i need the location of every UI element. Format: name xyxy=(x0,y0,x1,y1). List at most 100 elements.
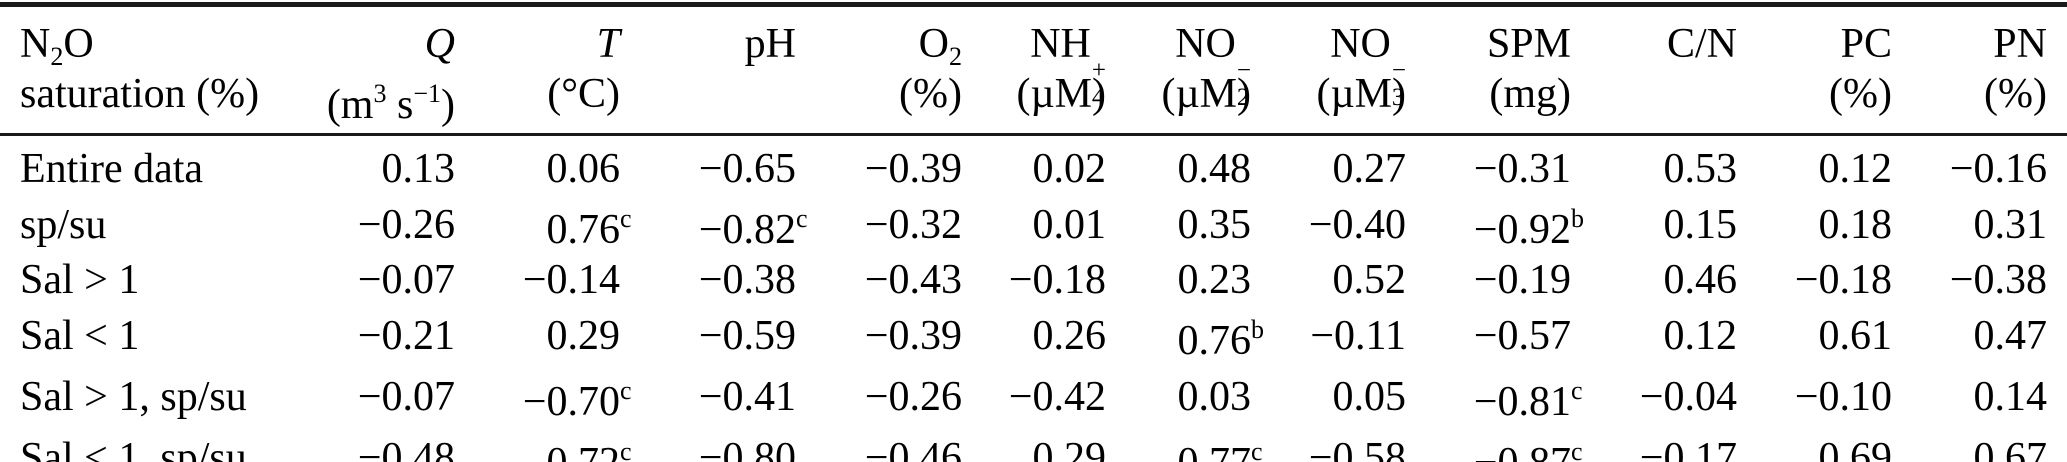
cell-c-n-ratio: 0.46 xyxy=(1663,257,1738,303)
cell-pn: −0.38 xyxy=(1949,257,2047,303)
cell-temperature-t: 0.06 xyxy=(546,146,621,192)
header-line2: (mg) xyxy=(1489,71,1571,117)
stacked-script: −2 xyxy=(1236,57,1251,111)
cell-nh4: 0.26 xyxy=(1032,312,1107,359)
header-line1: NO −3 xyxy=(1330,21,1406,111)
header-line2 xyxy=(620,69,796,119)
cell-c-n-ratio: −0.04 xyxy=(1639,373,1737,420)
cell-c-n-ratio: 0.15 xyxy=(1663,201,1738,248)
cell-ph: −0.82c xyxy=(698,204,808,253)
header-row: N2O saturation (%) Q (m3 s−1) T (°C) pH O2 (%) NH… xyxy=(0,5,2067,135)
cell-no3: 0.27 xyxy=(1332,146,1407,192)
header-line1: T xyxy=(596,21,620,67)
column-header-ph: pH xyxy=(620,5,796,135)
cell-nh4: −0.18 xyxy=(1008,257,1106,303)
table-row: Sal < 1 −0.21 0.29 −0.59 −0.39 0.26 0.76b −0.11… xyxy=(0,305,2067,366)
cell-pc: 0.18 xyxy=(1818,201,1893,248)
row-label: Sal < 1, sp/su xyxy=(20,434,247,462)
cell-temperature-t: 0.29 xyxy=(546,312,621,359)
cell-spm: −0.19 xyxy=(1473,257,1571,303)
row-label: Sal > 1 xyxy=(20,257,140,303)
header-line1: NO −2 xyxy=(1175,21,1251,111)
cell-discharge-q: −0.07 xyxy=(357,373,455,420)
cell-pn: −0.16 xyxy=(1949,146,2047,192)
header-line2: (µM) xyxy=(1016,71,1106,117)
column-header-temperature-t: T (°C) xyxy=(455,5,620,135)
column-header-n2o-saturation: N2O saturation (%) xyxy=(0,5,300,135)
header-line2: (°C) xyxy=(547,71,620,117)
column-header-spm: SPM (mg) xyxy=(1406,5,1571,135)
column-header-pn: PN (%) xyxy=(1892,5,2067,135)
table-row: Sal > 1, sp/su −0.07 −0.70c −0.41 −0.26 −0.42… xyxy=(0,366,2067,427)
cell-ph: −0.38 xyxy=(698,257,796,303)
cell-no3: 0.05 xyxy=(1332,373,1407,420)
cell-o2: −0.46 xyxy=(864,434,962,462)
header-line1: pH xyxy=(744,21,796,67)
cell-discharge-q: −0.07 xyxy=(357,257,455,303)
cell-discharge-q: −0.48 xyxy=(357,434,455,462)
cell-no3: −0.58 xyxy=(1308,434,1406,462)
column-header-c-n-ratio: C/N xyxy=(1571,5,1737,135)
column-header-no2: NO −2 (µM) xyxy=(1106,5,1251,135)
cell-spm: −0.87c xyxy=(1474,437,1583,462)
cell-no3: −0.11 xyxy=(1310,312,1406,359)
cell-discharge-q: −0.21 xyxy=(357,312,455,359)
cell-nh4: −0.42 xyxy=(1008,373,1106,420)
table-body: Entire data 0.13 0.06 −0.65 −0.39 0.02 0.48 0.2… xyxy=(0,135,2067,462)
cell-pn: 0.14 xyxy=(1973,373,2048,420)
header-line2 xyxy=(1571,69,1737,119)
cell-ph: −0.80 xyxy=(698,434,796,462)
cell-spm: −0.92b xyxy=(1473,204,1584,253)
cell-discharge-q: 0.13 xyxy=(381,146,456,192)
cell-no3: 0.52 xyxy=(1332,257,1407,303)
row-label: sp/su xyxy=(20,201,107,248)
cell-no2: 0.35 xyxy=(1177,201,1252,248)
header-line2: (µM) xyxy=(1161,71,1251,117)
column-header-discharge-q: Q (m3 s−1) xyxy=(300,5,455,135)
cell-pc: 0.12 xyxy=(1818,146,1893,192)
header-line1: SPM xyxy=(1486,21,1571,67)
header-line2: saturation (%) xyxy=(20,71,260,117)
cell-pn: 0.47 xyxy=(1973,312,2048,359)
column-header-o2: O2 (%) xyxy=(796,5,962,135)
cell-ph: −0.59 xyxy=(698,312,796,359)
cell-pc: −0.18 xyxy=(1794,257,1892,303)
cell-temperature-t: 0.76c xyxy=(546,204,632,253)
table-row: Entire data 0.13 0.06 −0.65 −0.39 0.02 0.48 0.2… xyxy=(0,135,2067,195)
cell-c-n-ratio: 0.53 xyxy=(1663,146,1738,192)
cell-spm: −0.31 xyxy=(1473,146,1571,192)
header-line1: PC xyxy=(1840,21,1892,67)
stacked-script: +4 xyxy=(1091,57,1106,111)
row-label: Sal < 1 xyxy=(20,312,140,359)
cell-temperature-t: −0.70c xyxy=(522,376,632,425)
cell-no3: −0.40 xyxy=(1308,201,1406,248)
row-label: Sal > 1, sp/su xyxy=(20,373,247,420)
header-line2: (%) xyxy=(1984,71,2047,117)
cell-nh4: 0.01 xyxy=(1032,201,1107,248)
cell-pn: 0.31 xyxy=(1973,201,2048,248)
column-header-nh4: NH +4 (µM) xyxy=(962,5,1106,135)
cell-nh4: 0.02 xyxy=(1032,146,1107,192)
header-line2: (m3 s−1) xyxy=(326,79,455,128)
cell-no2: 0.03 xyxy=(1177,373,1252,420)
cell-o2: −0.39 xyxy=(864,146,962,192)
cell-spm: −0.57 xyxy=(1473,312,1571,359)
cell-no2: 0.23 xyxy=(1177,257,1252,303)
header-line1: NH +4 xyxy=(1030,21,1106,111)
header-line1: PN xyxy=(1993,21,2047,67)
header-line1: N2O xyxy=(20,21,94,71)
cell-no2: 0.48 xyxy=(1177,146,1252,192)
row-label: Entire data xyxy=(20,146,204,192)
table-row: sp/su −0.26 0.76c −0.82c −0.32 0.01 0.35 −0.40 −… xyxy=(0,194,2067,255)
stacked-script: −3 xyxy=(1391,57,1406,111)
header-line1: O2 xyxy=(918,21,962,71)
cell-ph: −0.65 xyxy=(698,146,796,192)
cell-temperature-t: 0.72c xyxy=(547,437,632,462)
cell-o2: −0.26 xyxy=(864,373,962,420)
cell-o2: −0.39 xyxy=(864,312,962,359)
cell-discharge-q: −0.26 xyxy=(357,201,455,248)
table-row: Sal > 1 −0.07 −0.14 −0.38 −0.43 −0.18 0.23 0.52… xyxy=(0,255,2067,305)
header-line1: C/N xyxy=(1666,21,1737,67)
